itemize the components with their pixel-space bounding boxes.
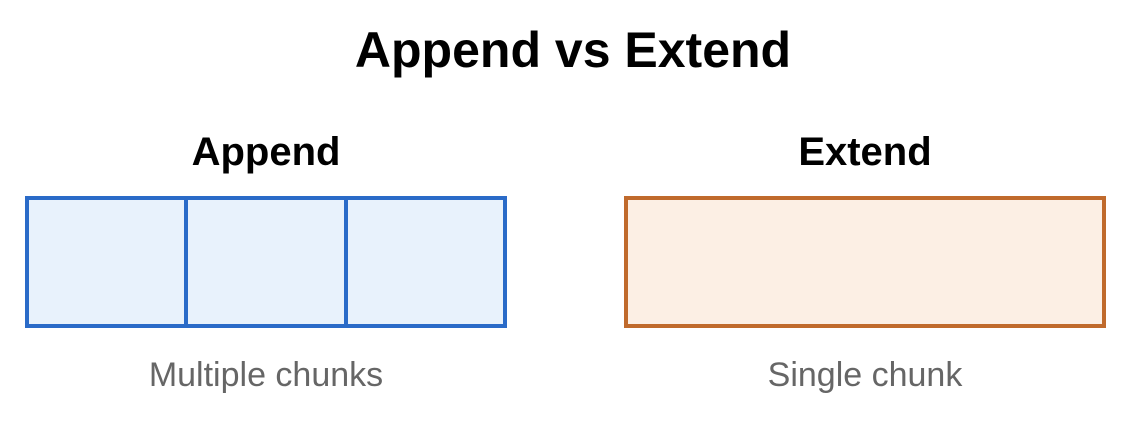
append-panel: Append Multiple chunks bbox=[25, 124, 507, 398]
diagram-title: Append vs Extend bbox=[354, 22, 792, 78]
extend-heading: Extend bbox=[798, 130, 932, 174]
append-chunk-3 bbox=[343, 200, 503, 324]
append-heading: Append bbox=[191, 130, 341, 174]
extend-panel: Extend Single chunk bbox=[624, 124, 1106, 398]
extend-chunk-box bbox=[624, 196, 1106, 328]
append-chunk-1 bbox=[29, 200, 184, 324]
extend-caption: Single chunk bbox=[767, 356, 963, 394]
append-chunk-2 bbox=[184, 200, 343, 324]
extend-chunk-1 bbox=[628, 200, 1102, 324]
append-caption: Multiple chunks bbox=[148, 356, 384, 394]
append-chunks-box bbox=[25, 196, 507, 328]
